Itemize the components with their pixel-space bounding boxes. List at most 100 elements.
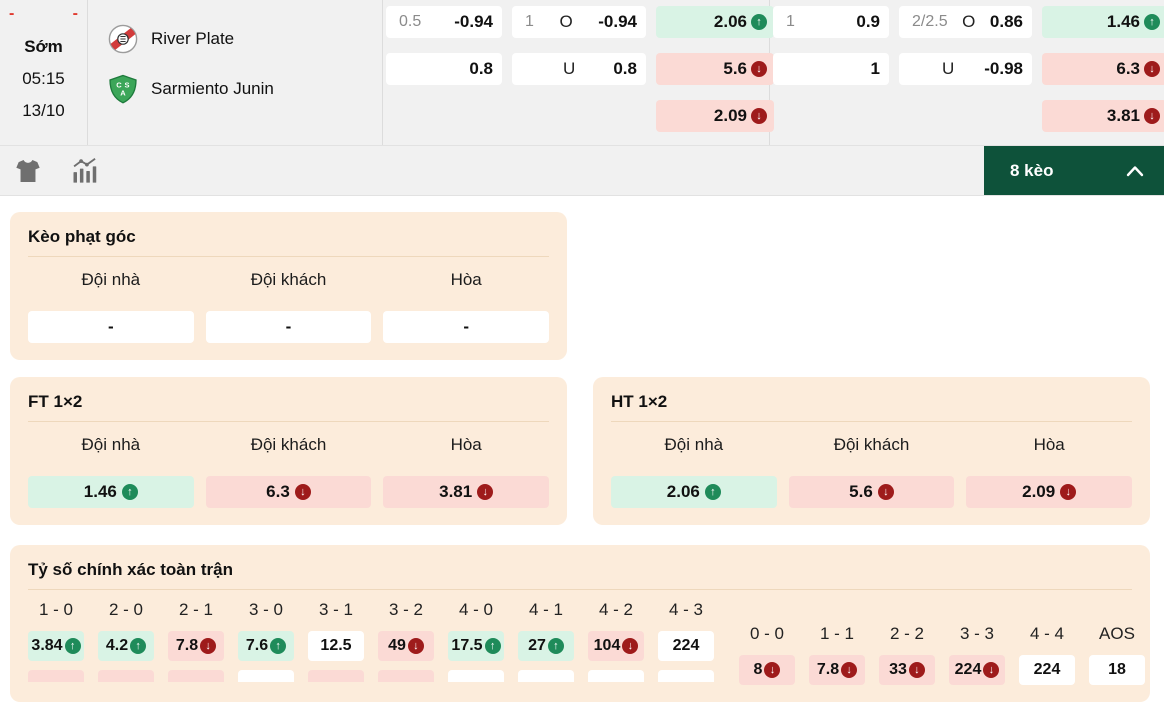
hdp-cell[interactable]: 1 [773, 53, 889, 85]
odds-price: -0.98 [984, 59, 1023, 78]
chevron-up-icon [1126, 165, 1144, 176]
score-column: 3 - 0 7.6 [238, 600, 294, 682]
hdp-cell[interactable]: 0.5 -0.94 [386, 6, 502, 38]
next-row-cell[interactable] [28, 670, 84, 682]
next-row-cell[interactable] [308, 670, 364, 682]
ou-cell[interactable]: 1 O -0.94 [512, 6, 646, 38]
trend-arrow-icon [407, 638, 424, 654]
score-odds-cell[interactable]: 8 [739, 655, 795, 685]
ou-line: 1 [525, 13, 534, 30]
next-row-cell[interactable] [238, 670, 294, 682]
hdp-cell[interactable]: 0.8 [386, 53, 502, 85]
empty-cell [899, 100, 1032, 132]
river-plate-crest-icon [108, 24, 138, 54]
x12-cell[interactable]: 3.81 [1042, 100, 1164, 132]
score-odds-cell[interactable]: 7.8 [809, 655, 865, 685]
ou-cell[interactable]: U 0.8 [512, 53, 646, 85]
card-title: HT 1×2 [611, 392, 668, 411]
score-odds-cell[interactable]: 4.2 [98, 631, 154, 661]
score-odds-cell[interactable]: 224 [658, 631, 714, 661]
next-row-cell[interactable] [378, 670, 434, 682]
ft-away-odds[interactable]: 6.3 [205, 476, 372, 508]
score-label: 1 - 1 [819, 624, 855, 643]
home-team-row[interactable]: River Plate [108, 24, 382, 54]
trend-arrow-icon [751, 14, 767, 30]
odds-price: 0.8 [469, 59, 493, 78]
odds-price: 0.9 [856, 12, 880, 31]
hdp-cell[interactable]: 1 0.9 [773, 6, 889, 38]
score-column: 1 - 0 3.84 [28, 600, 84, 682]
odds-price: 6.3 [1116, 59, 1140, 78]
odds-value: 18 [1108, 661, 1126, 678]
score-odds-cell[interactable]: 224 [949, 655, 1005, 685]
odds-group-1: 0.5 -0.94 1 O -0.94 2.06 0.8 U 0.8 5.6 2 [383, 0, 774, 145]
next-row-cell[interactable] [98, 670, 154, 682]
score-odds-cell[interactable]: 224 [1019, 655, 1075, 685]
ft-draw-odds[interactable]: 3.81 [383, 476, 549, 508]
next-row-cell[interactable] [658, 670, 714, 682]
score-column: 4 - 2 104 [588, 600, 644, 682]
score-odds-cell[interactable]: 18 [1089, 655, 1145, 685]
odds-group-2: 1 0.9 2/2.5 O 0.86 1.46 1 U -0.98 6.3 3. [770, 0, 1164, 145]
stats-icon[interactable] [70, 157, 98, 185]
ou-cell[interactable]: 2/2.5 O 0.86 [899, 6, 1032, 38]
score-odds-cell[interactable]: 7.8 [168, 631, 224, 661]
score-odds-cell[interactable]: 49 [378, 631, 434, 661]
header-draw: Hòa [1033, 435, 1065, 454]
score-column: 4 - 4 224 [1019, 624, 1075, 685]
trend-arrow-icon [484, 638, 501, 654]
score-label: 3 - 3 [959, 624, 995, 643]
ht-home-odds[interactable]: 2.06 [611, 476, 777, 508]
score-label: 2 - 0 [108, 600, 144, 619]
next-row-cell[interactable] [588, 670, 644, 682]
score-odds-cell[interactable]: 12.5 [308, 631, 364, 661]
under-label: U [563, 59, 576, 78]
odds-value: 6.3 [266, 482, 290, 501]
ht-draw-odds[interactable]: 2.09 [966, 476, 1132, 508]
odds-value: 224 [954, 661, 982, 678]
corner-home-odds[interactable]: - [28, 311, 194, 343]
score-odds-cell[interactable]: 7.6 [238, 631, 294, 661]
x12-cell[interactable]: 1.46 [1042, 6, 1164, 38]
trend-arrow-icon [841, 662, 858, 678]
ht-away-odds[interactable]: 5.6 [788, 476, 955, 508]
score-odds-cell[interactable]: 27 [518, 631, 574, 661]
odds-value: 49 [388, 637, 406, 654]
teams-panel[interactable]: River Plate C S A Sarmiento Junin [88, 0, 383, 145]
divider [28, 256, 549, 257]
odds-value: 7.8 [175, 637, 199, 654]
card-title: FT 1×2 [28, 392, 83, 411]
x12-cell[interactable]: 5.6 [656, 53, 774, 85]
score-odds-cell[interactable]: 3.84 [28, 631, 84, 661]
trend-arrow-icon [200, 638, 217, 654]
ou-line: 2/2.5 [912, 13, 948, 30]
x12-cell[interactable]: 2.09 [656, 100, 774, 132]
score-group-home-lead: 1 - 0 3.84 2 - 0 4.2 2 - 1 7.8 [28, 600, 714, 682]
ou-cell[interactable]: U -0.98 [899, 53, 1032, 85]
odds-price: 0.86 [989, 12, 1023, 31]
score-label: 4 - 1 [528, 600, 564, 619]
header-draw: Hòa [450, 270, 482, 289]
trend-arrow-icon [751, 108, 767, 124]
x12-cell[interactable]: 6.3 [1042, 53, 1164, 85]
odds-value: 17.5 [451, 637, 483, 654]
score-label: 3 - 2 [388, 600, 424, 619]
ft-home-odds[interactable]: 1.46 [28, 476, 194, 508]
away-team-name: Sarmiento Junin [151, 79, 274, 98]
score-odds-cell[interactable]: 33 [879, 655, 935, 685]
next-row-cell[interactable] [168, 670, 224, 682]
next-row-cell[interactable] [448, 670, 504, 682]
away-team-row[interactable]: C S A Sarmiento Junin [108, 74, 382, 104]
score-odds-cell[interactable]: 17.5 [448, 631, 504, 661]
header-away: Đội khách [250, 435, 327, 454]
corner-draw-odds[interactable]: - [383, 311, 549, 343]
score-label: 2 - 1 [178, 600, 214, 619]
next-row-cell[interactable] [518, 670, 574, 682]
x12-cell[interactable]: 2.06 [656, 6, 774, 38]
trend-arrow-icon [877, 484, 894, 500]
jersey-icon[interactable] [14, 157, 42, 185]
odds-count-button[interactable]: 8 kèo [984, 146, 1164, 195]
odds-value: 2.09 [1022, 482, 1056, 501]
score-odds-cell[interactable]: 104 [588, 631, 644, 661]
corner-away-odds[interactable]: - [205, 311, 372, 343]
